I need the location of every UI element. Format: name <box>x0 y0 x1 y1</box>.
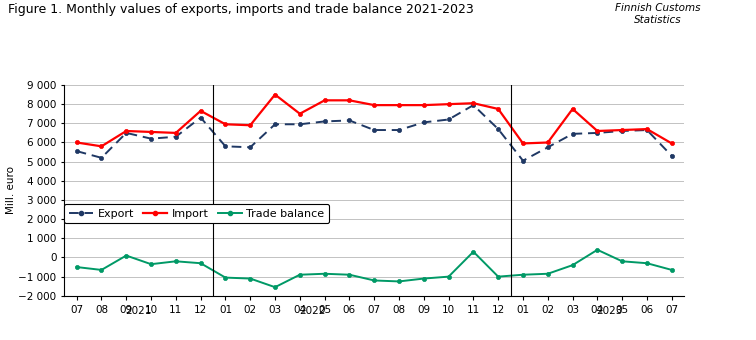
Import <box>568 107 577 111</box>
Import <box>172 131 181 135</box>
Text: Finnish Customs
Statistics: Finnish Customs Statistics <box>615 3 701 25</box>
Import <box>345 98 354 102</box>
Import <box>97 144 106 148</box>
Export <box>345 118 354 122</box>
Trade balance <box>97 268 106 272</box>
Trade balance <box>246 276 255 280</box>
Line: Trade balance: Trade balance <box>75 248 674 289</box>
Text: 2023: 2023 <box>596 306 623 316</box>
Trade balance <box>296 273 305 277</box>
Text: 2021: 2021 <box>125 306 152 316</box>
Export <box>544 145 553 149</box>
Import <box>320 98 329 102</box>
Trade balance <box>271 285 280 289</box>
Export <box>72 149 81 153</box>
Export <box>97 156 106 160</box>
Legend: Export, Import, Trade balance: Export, Import, Trade balance <box>64 204 329 223</box>
Import <box>668 141 677 146</box>
Trade balance <box>72 265 81 269</box>
Import <box>519 141 528 146</box>
Export <box>196 116 205 120</box>
Trade balance <box>593 248 602 252</box>
Export <box>246 145 255 149</box>
Import <box>420 103 429 107</box>
Trade balance <box>320 272 329 276</box>
Trade balance <box>221 275 230 279</box>
Trade balance <box>196 261 205 265</box>
Import <box>618 128 627 132</box>
Trade balance <box>469 250 478 254</box>
Import <box>122 129 131 133</box>
Import <box>370 103 379 107</box>
Export <box>370 128 379 132</box>
Import <box>147 130 156 134</box>
Export <box>320 119 329 123</box>
Trade balance <box>494 275 503 279</box>
Export <box>271 122 280 126</box>
Trade balance <box>668 268 677 272</box>
Import <box>395 103 404 107</box>
Import <box>643 127 652 131</box>
Text: Figure 1. Monthly values of exports, imports and trade balance 2021-2023: Figure 1. Monthly values of exports, imp… <box>8 3 473 16</box>
Export <box>494 127 503 131</box>
Import <box>494 107 503 111</box>
Import <box>271 92 280 97</box>
Import <box>72 140 81 144</box>
Export <box>147 137 156 141</box>
Export <box>469 103 478 107</box>
Trade balance <box>370 278 379 283</box>
Export <box>593 131 602 135</box>
Import <box>221 122 230 126</box>
Export <box>221 144 230 148</box>
Trade balance <box>147 262 156 266</box>
Export <box>444 117 453 121</box>
Trade balance <box>345 273 354 277</box>
Trade balance <box>618 259 627 264</box>
Trade balance <box>444 275 453 279</box>
Trade balance <box>519 273 528 277</box>
Line: Export: Export <box>75 103 674 163</box>
Import <box>296 112 305 116</box>
Export <box>296 122 305 126</box>
Export <box>395 128 404 132</box>
Trade balance <box>172 259 181 264</box>
Trade balance <box>420 276 429 280</box>
Import <box>593 129 602 133</box>
Export <box>568 132 577 136</box>
Export <box>668 154 677 158</box>
Trade balance <box>568 263 577 267</box>
Text: 2022: 2022 <box>299 306 325 316</box>
Trade balance <box>122 254 131 258</box>
Trade balance <box>643 261 652 265</box>
Export <box>420 120 429 124</box>
Import <box>444 102 453 106</box>
Trade balance <box>395 279 404 284</box>
Export <box>618 129 627 133</box>
Import <box>196 109 205 113</box>
Export <box>172 135 181 139</box>
Import <box>544 140 553 144</box>
Import <box>246 123 255 127</box>
Line: Import: Import <box>75 92 674 148</box>
Trade balance <box>544 272 553 276</box>
Export <box>519 159 528 163</box>
Import <box>469 101 478 105</box>
Y-axis label: Mill. euro: Mill. euro <box>6 166 16 215</box>
Export <box>643 128 652 132</box>
Export <box>122 131 131 135</box>
